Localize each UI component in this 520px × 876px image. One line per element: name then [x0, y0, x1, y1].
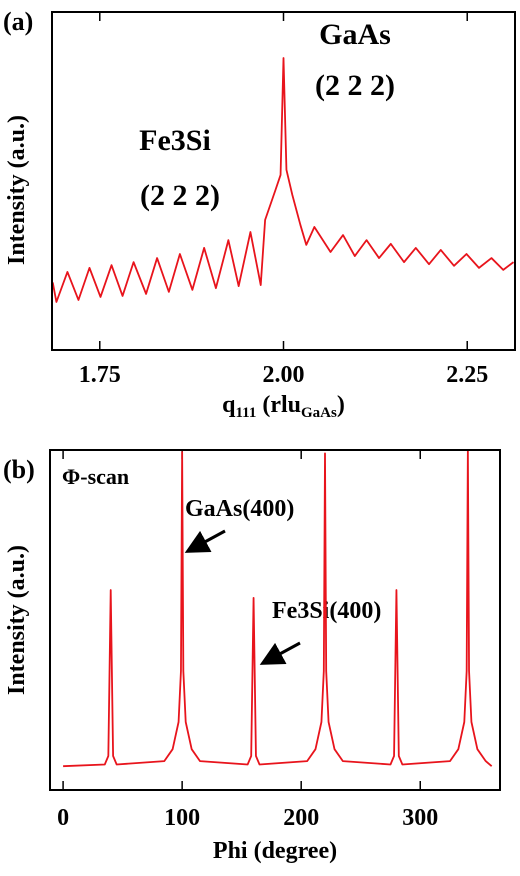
- y-axis-label: Intensity (a.u.): [4, 115, 30, 265]
- x-tick-label: 0: [57, 805, 69, 831]
- x-axis-label: Phi (degree): [213, 838, 337, 864]
- annotation: GaAs(400): [185, 496, 294, 522]
- x-tick-label: 2.25: [446, 362, 488, 388]
- data-line: [63, 449, 493, 768]
- annotation: Φ-scan: [62, 464, 129, 489]
- annotation: (2 2 2): [315, 69, 395, 102]
- data-line: [51, 57, 515, 303]
- arrow: [184, 529, 226, 553]
- x-axis-label-part: Phi (degree): [213, 838, 337, 864]
- x-tick-label: 300: [402, 805, 438, 831]
- panel-label: (a): [3, 7, 33, 36]
- x-axis-label: q111 (rluGaAs): [222, 392, 345, 421]
- panel-label: (b): [3, 455, 35, 484]
- x-axis-label-part: q: [222, 392, 236, 418]
- x-tick-label: 1.75: [79, 362, 121, 388]
- arrow: [259, 641, 301, 665]
- x-axis-label-part: GaAs: [301, 405, 337, 421]
- x-tick-label: 100: [164, 805, 200, 831]
- x-axis-label-part: 111: [235, 405, 256, 421]
- y-axis-label: Intensity (a.u.): [4, 545, 30, 695]
- x-axis-label-part: (rlu: [256, 392, 301, 418]
- annotation: GaAs: [319, 18, 391, 51]
- plot-frame: [49, 449, 501, 791]
- x-tick-label: 200: [283, 805, 319, 831]
- plot-frame: [51, 11, 516, 351]
- annotation: (2 2 2): [140, 179, 220, 212]
- annotation: Fe3Si: [139, 124, 211, 157]
- x-tick-label: 2.00: [263, 362, 305, 388]
- x-axis-label-part: ): [337, 392, 345, 418]
